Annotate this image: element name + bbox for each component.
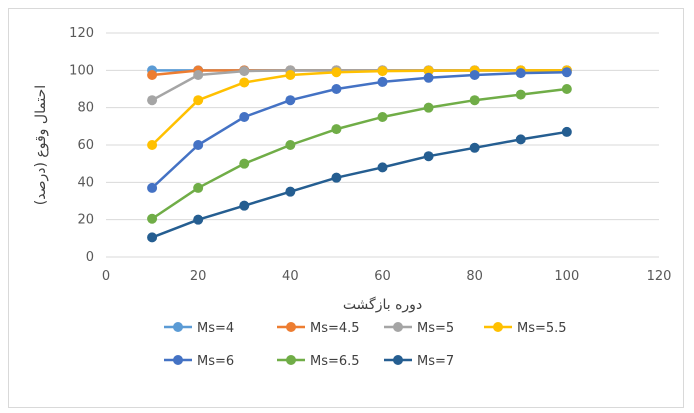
data-point	[331, 84, 342, 94]
data-point	[423, 151, 434, 162]
y-tick-label: 0	[86, 250, 94, 265]
legend-label: Ms=5	[417, 321, 454, 336]
data-point	[147, 213, 158, 224]
data-point	[561, 126, 572, 137]
legend-item: Ms=4.5	[277, 321, 360, 336]
data-point	[331, 124, 342, 135]
data-point	[331, 172, 342, 183]
data-point	[239, 112, 250, 122]
y-tick-label: 20	[77, 213, 94, 228]
data-point	[469, 70, 480, 80]
data-point	[147, 70, 158, 80]
data-point	[561, 67, 572, 78]
data-point	[285, 140, 296, 150]
legend-marker	[493, 322, 503, 332]
y-axis-title: احتمال وقوع (درصد)	[33, 85, 49, 205]
chart-frame: 0 20 40 60 80 100 120 0 20 40 60 80 100 120 دوره باز…	[8, 8, 684, 408]
legend-item: Ms=4	[164, 321, 234, 336]
data-point	[193, 182, 204, 193]
legend-item: Ms=6.5	[277, 354, 360, 369]
legend-label: Ms=4	[197, 321, 234, 336]
data-point	[423, 102, 434, 113]
legend-marker	[286, 355, 296, 365]
legend-marker	[393, 355, 403, 365]
y-tick-label: 80	[77, 101, 94, 116]
legend-label: Ms=6	[197, 354, 234, 369]
data-point	[193, 140, 204, 150]
data-point	[561, 84, 572, 94]
x-tick-label: 120	[647, 269, 672, 284]
legend-marker	[393, 322, 403, 332]
data-point	[239, 158, 250, 169]
series-line	[151, 87, 567, 220]
legend-item: Ms=5	[384, 321, 454, 336]
y-tick-label: 40	[77, 175, 94, 190]
x-tick-label: 100	[554, 269, 579, 284]
x-tick-label: 40	[282, 269, 299, 284]
data-point	[377, 76, 388, 87]
legend-label: Ms=6.5	[310, 354, 360, 369]
data-point	[285, 70, 296, 80]
data-point	[239, 77, 250, 88]
legend-item: Ms=7	[384, 354, 454, 369]
y-tick-labels: 0 20 40 60 80 100 120	[69, 26, 94, 265]
data-point	[377, 162, 388, 173]
data-point	[377, 112, 388, 122]
series-Ms=7	[147, 126, 572, 243]
data-point	[239, 200, 250, 211]
data-point	[193, 70, 204, 80]
x-tick-labels: 0 20 40 60 80 100 120	[102, 269, 672, 284]
x-tick-label: 0	[102, 269, 110, 284]
data-point	[193, 95, 204, 106]
data-point	[147, 140, 158, 150]
series-Ms=6	[147, 67, 572, 193]
data-point	[469, 95, 480, 106]
series-Ms=6.5	[147, 84, 572, 224]
legend-marker	[173, 355, 183, 365]
legend-label: Ms=4.5	[310, 321, 360, 336]
data-point	[515, 134, 526, 145]
data-point	[423, 72, 434, 83]
x-tick-label: 80	[466, 269, 483, 284]
series-line	[151, 70, 567, 189]
legend-marker	[286, 322, 296, 332]
data-point	[239, 66, 250, 77]
legend-marker	[173, 322, 183, 332]
data-point	[377, 66, 388, 77]
data-point	[147, 182, 158, 193]
y-tick-label: 60	[77, 138, 94, 153]
series-line	[151, 130, 568, 239]
legend: Ms=4 Ms=4.5 Ms=5 Ms=5.5 Ms=6 Ms=6.5 Ms=7	[164, 321, 567, 369]
x-tick-label: 20	[190, 269, 207, 284]
data-point	[193, 214, 204, 225]
series-group	[147, 65, 572, 243]
legend-label: Ms=7	[417, 354, 454, 369]
legend-item: Ms=5.5	[484, 321, 567, 336]
data-point	[147, 232, 158, 243]
data-point	[515, 89, 526, 100]
x-axis-title: دوره بازگشت	[343, 296, 422, 313]
data-point	[515, 68, 526, 79]
data-point	[331, 67, 342, 78]
data-point	[285, 95, 296, 106]
y-tick-label: 120	[69, 26, 94, 41]
line-chart: 0 20 40 60 80 100 120 0 20 40 60 80 100 120 دوره باز…	[33, 26, 672, 369]
y-tick-label: 100	[69, 63, 94, 78]
x-tick-label: 60	[374, 269, 391, 284]
series-line	[151, 69, 567, 146]
data-point	[423, 65, 434, 76]
data-point	[469, 142, 480, 153]
data-point	[147, 95, 158, 106]
legend-item: Ms=6	[164, 354, 234, 369]
legend-label: Ms=5.5	[517, 321, 567, 336]
data-point	[285, 186, 296, 197]
